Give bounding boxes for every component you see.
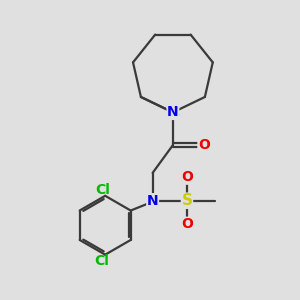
Text: Cl: Cl [94,254,109,268]
Text: O: O [198,138,210,152]
Text: Cl: Cl [95,183,110,197]
Text: S: S [182,193,193,208]
Text: O: O [181,170,193,184]
Text: O: O [181,217,193,231]
Text: N: N [147,194,158,208]
Text: N: N [167,105,179,119]
